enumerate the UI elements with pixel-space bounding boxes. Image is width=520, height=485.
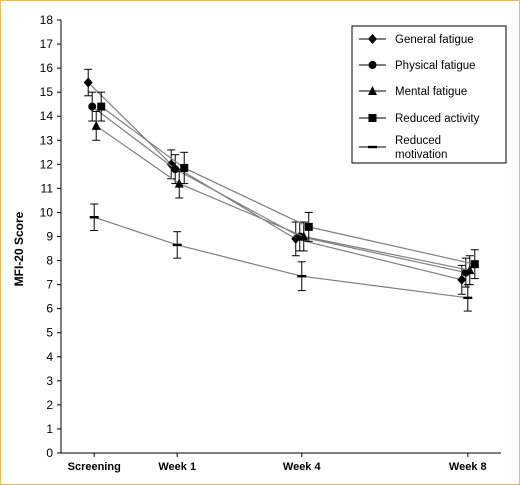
data-point <box>91 120 101 130</box>
y-tick-label: 3 <box>46 374 53 388</box>
y-tick-label: 11 <box>41 181 54 195</box>
legend-marker <box>368 145 377 149</box>
y-tick-label: 17 <box>40 37 54 51</box>
legend-label: Reduced motivation <box>395 135 447 161</box>
y-tick-label: 14 <box>40 109 54 123</box>
legend-label: Mental fatigue <box>395 86 467 98</box>
series-5 <box>89 203 473 312</box>
legend-marker <box>368 34 377 44</box>
y-tick-label: 10 <box>40 205 54 219</box>
x-tick-label: Screening <box>68 461 121 473</box>
series-line <box>87 82 462 281</box>
series-3 <box>91 110 475 286</box>
x-ticks: Screening Week 1 Week 4 Week 8 <box>68 453 487 473</box>
data-point <box>172 243 182 247</box>
y-tick-label: 2 <box>46 398 53 412</box>
y-tick-label: 8 <box>46 254 53 268</box>
legend-marker <box>368 61 377 69</box>
series-line <box>91 106 466 274</box>
legend-entry: Reduced motivation <box>359 135 447 161</box>
legend-label-line: General fatigue <box>395 34 474 46</box>
y-tick-label: 18 <box>40 13 54 27</box>
legend-label: Physical fatigue <box>395 60 476 72</box>
data-point <box>465 265 475 275</box>
data-point <box>457 274 467 285</box>
legend-box <box>351 25 507 164</box>
y-tick-label: 4 <box>46 350 53 364</box>
legend-entry: General fatigue <box>359 34 474 46</box>
legend-entry: Physical fatigue <box>359 60 476 72</box>
legend-label-line: Reduced activity <box>395 113 480 125</box>
data-point <box>97 102 106 111</box>
legend-label: Reduced activity <box>395 113 480 125</box>
legend-label-line: Physical fatigue <box>395 60 476 72</box>
legend-marker <box>368 86 377 95</box>
data-point <box>89 216 99 219</box>
y-tick-label: 6 <box>46 302 53 316</box>
data-point <box>299 231 309 241</box>
data-point <box>83 77 93 88</box>
y-tick-label: 1 <box>46 422 53 436</box>
data-point <box>180 163 189 172</box>
series-line <box>100 106 475 265</box>
x-tick-label: Week 1 <box>158 461 196 473</box>
x-tick-label: Week 8 <box>449 461 487 473</box>
data-point <box>174 178 184 188</box>
data-point <box>304 222 313 231</box>
y-tick-label: 15 <box>40 85 54 99</box>
y-tick-label: 0 <box>46 446 53 460</box>
y-tick-label: 5 <box>46 326 53 340</box>
y-tick-label: 13 <box>40 133 54 147</box>
data-point <box>470 260 479 269</box>
y-tick-label: 7 <box>46 278 53 292</box>
series-2 <box>88 91 470 288</box>
legend-entry: Mental fatigue <box>359 86 467 98</box>
legend-label-line: Reduced <box>395 135 441 147</box>
legend-label-line: motivation <box>395 149 447 161</box>
y-tick-label: 12 <box>40 157 54 171</box>
series-1 <box>83 68 467 295</box>
legend-marker <box>368 114 377 122</box>
y-tick-label: 9 <box>46 230 53 244</box>
legend-label: General fatigue <box>395 34 474 46</box>
y-axis-title: MFI-20 Score <box>12 211 26 286</box>
data-point <box>88 102 97 111</box>
series-layer <box>83 68 479 312</box>
x-tick-label: Week 4 <box>283 461 322 473</box>
legend-entry: Reduced activity <box>359 113 480 125</box>
y-tick-label: 16 <box>40 61 54 75</box>
series-line <box>95 125 470 271</box>
legend-label-line: Mental fatigue <box>395 86 467 98</box>
data-point <box>297 274 307 278</box>
legend: General fatigue Physical fatigue Mental fa… <box>351 25 507 164</box>
series-line <box>94 216 468 299</box>
series-4 <box>97 91 479 280</box>
data-point <box>463 296 473 300</box>
